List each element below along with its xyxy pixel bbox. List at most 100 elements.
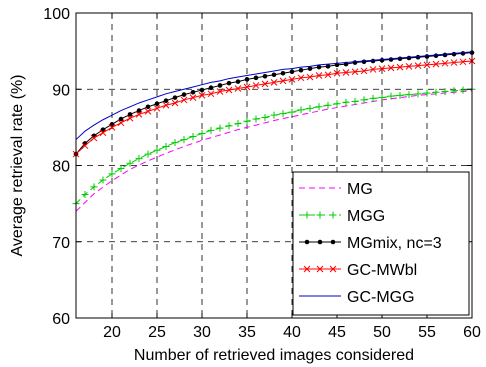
data-point [342, 98, 350, 106]
series-mg [75, 90, 473, 212]
data-point [117, 119, 125, 127]
data-point [235, 79, 241, 84]
data-point [432, 60, 440, 68]
data-point [288, 108, 296, 116]
data-point [207, 126, 215, 134]
data-point [342, 69, 350, 76]
data-point [162, 142, 170, 150]
data-point [279, 77, 287, 85]
legend-marker [330, 239, 336, 245]
data-point [288, 75, 296, 83]
series-line [75, 51, 473, 140]
data-point [81, 142, 89, 150]
data-point [163, 98, 169, 103]
data-point [234, 85, 242, 92]
data-point [415, 54, 421, 60]
legend-label: MG [347, 181, 373, 198]
data-point [244, 77, 250, 82]
data-point [414, 62, 422, 69]
data-point [207, 90, 215, 98]
data-point [361, 59, 367, 65]
axis-ticks: 20 25 30 35 40 45 50 55 60 60 70 80 90 100 [43, 6, 481, 341]
data-point [252, 115, 260, 123]
data-point [406, 55, 412, 61]
data-point [460, 51, 466, 56]
data-point [351, 68, 359, 76]
legend-box [292, 171, 470, 316]
data-point [118, 116, 124, 122]
data-point [100, 127, 106, 132]
data-point [108, 170, 116, 178]
data-point [127, 112, 133, 117]
data-point [360, 96, 368, 104]
legend-marker [304, 239, 310, 245]
data-point [135, 111, 143, 118]
legend-marker [329, 265, 337, 273]
data-point [153, 104, 161, 112]
data-point [225, 86, 233, 94]
legend-marker [317, 239, 323, 245]
data-point [126, 159, 134, 167]
data-point [171, 139, 179, 147]
data-point [324, 101, 332, 109]
data-point [171, 99, 179, 107]
data-point [324, 71, 332, 79]
plot-area [72, 50, 476, 212]
data-point [226, 80, 232, 86]
y-tick-label: 70 [52, 235, 70, 252]
data-point [450, 87, 458, 95]
legend-entry: GC-MGG [299, 289, 415, 306]
data-point [262, 73, 268, 79]
data-point [172, 95, 178, 100]
data-point [90, 183, 98, 191]
y-tick-label: 100 [43, 6, 70, 23]
data-point [289, 69, 295, 75]
data-point [271, 72, 277, 78]
data-point [108, 124, 116, 131]
data-point [90, 134, 98, 142]
data-point [243, 83, 251, 91]
data-point [405, 91, 413, 99]
data-point [306, 73, 314, 81]
x-tick-label: 20 [103, 324, 121, 341]
y-tick-label: 60 [52, 311, 70, 328]
data-point [109, 122, 115, 127]
data-point [99, 176, 107, 184]
data-point [388, 57, 394, 62]
data-point [216, 124, 224, 132]
data-point [333, 100, 341, 108]
data-point [396, 63, 404, 71]
data-point [117, 165, 125, 173]
data-point [387, 92, 395, 100]
x-tick-label: 45 [328, 324, 346, 341]
x-tick-label: 35 [238, 324, 256, 341]
x-tick-label: 40 [283, 324, 301, 341]
x-tick-label: 50 [373, 324, 391, 341]
data-point [441, 59, 449, 67]
data-point [261, 80, 269, 88]
data-point [145, 104, 151, 110]
legend-label: MGmix, nc=3 [347, 235, 442, 252]
data-point [144, 150, 152, 158]
legend-marker [303, 265, 311, 273]
data-point [433, 53, 439, 58]
data-point [387, 64, 395, 72]
legend-label: GC-MWbl [347, 262, 417, 279]
y-tick-label: 80 [52, 159, 70, 176]
data-point [243, 117, 251, 125]
data-point [216, 88, 224, 95]
data-point [154, 101, 160, 107]
data-point [126, 114, 134, 122]
data-point [369, 94, 377, 102]
data-point [136, 108, 142, 113]
data-point [441, 88, 449, 96]
legend-entry: MGmix, nc=3 [299, 235, 442, 252]
data-point [190, 90, 196, 95]
data-point [280, 70, 286, 76]
data-point [378, 65, 386, 73]
y-tick-label: 90 [52, 82, 70, 99]
data-point [397, 56, 403, 62]
data-point [270, 79, 278, 86]
legend-label: MGG [347, 208, 385, 225]
